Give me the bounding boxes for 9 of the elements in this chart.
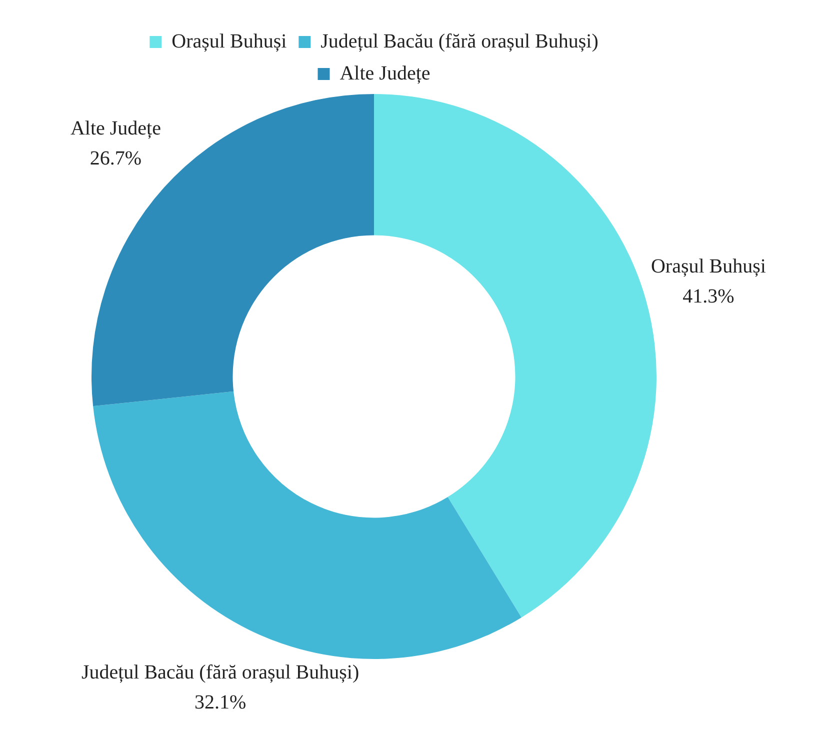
slice-label: Alte Județe — [70, 117, 162, 140]
legend-label: Județul Bacău (fără orașul Buhuși) — [320, 30, 598, 52]
slice-label: Județul Bacău (fără orașul Buhuși) — [81, 661, 360, 684]
legend-label: Alte Județe — [340, 62, 430, 84]
slice-label: Orașul Buhuși — [650, 256, 766, 278]
data-label: 32.1% — [194, 691, 246, 714]
data-label: 41.3% — [682, 286, 734, 308]
legend-label: Orașul Buhuși — [172, 30, 288, 52]
data-label: 26.7% — [90, 147, 142, 170]
